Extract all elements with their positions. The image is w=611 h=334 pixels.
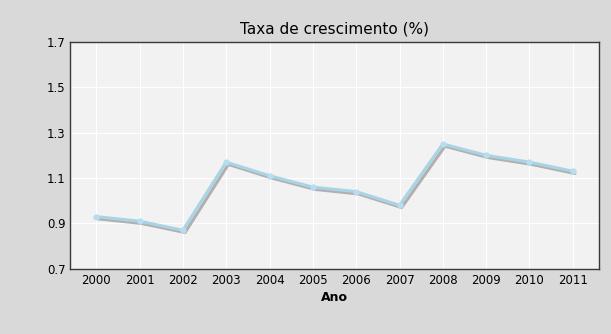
X-axis label: Ano: Ano [321, 291, 348, 304]
Title: Taxa de crescimento (%): Taxa de crescimento (%) [240, 21, 429, 36]
